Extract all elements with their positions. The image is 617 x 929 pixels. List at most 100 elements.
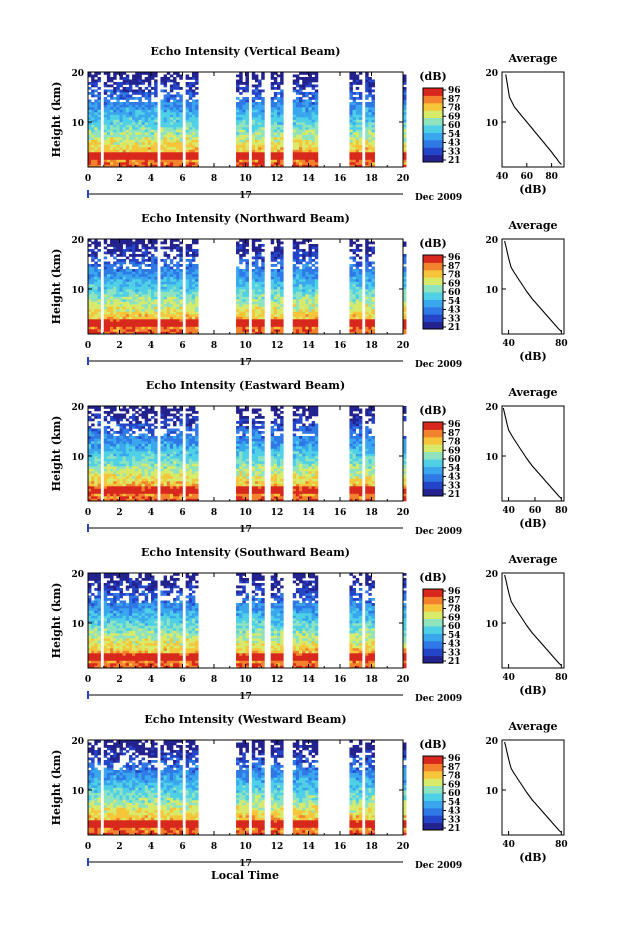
- heatmap-cell: [135, 411, 139, 414]
- heatmap-cell: [132, 406, 136, 409]
- heatmap-cell: [258, 79, 262, 83]
- heatmap-cell: [128, 304, 133, 307]
- heatmap-cell: [365, 309, 369, 312]
- heatmap-cell: [179, 97, 183, 100]
- heatmap-cell: [368, 261, 372, 265]
- heatmap-cell: [242, 291, 246, 295]
- heatmap-cell: [169, 119, 174, 123]
- heatmap-cell: [125, 79, 130, 83]
- heatmap-cell: [97, 127, 101, 130]
- heatmap-cell: [191, 279, 196, 282]
- heatmap-cell: [270, 239, 275, 242]
- heatmap-cell: [273, 321, 278, 325]
- heatmap-cell: [110, 488, 114, 492]
- y-tick-label: 10: [71, 286, 84, 296]
- heatmap-cell: [308, 109, 312, 113]
- heatmap-cell: [295, 259, 300, 262]
- heatmap-cell: [103, 458, 108, 462]
- heatmap-cell: [110, 316, 114, 320]
- heatmap-cell: [88, 279, 92, 282]
- heatmap-cell: [144, 406, 149, 409]
- heatmap-cell: [154, 281, 158, 285]
- heatmap-cell: [261, 142, 265, 145]
- heatmap-cell: [349, 82, 353, 85]
- heatmap-cell: [138, 261, 142, 265]
- heatmap-cell: [242, 299, 246, 302]
- heatmap-cell: [188, 269, 193, 272]
- heatmap-cell: [254, 77, 259, 80]
- heatmap-cell: [355, 159, 360, 163]
- heatmap-cell: [113, 261, 117, 265]
- heatmap-cell: [314, 104, 319, 108]
- heatmap-cell: [147, 428, 152, 432]
- heatmap-cell: [106, 144, 111, 148]
- heatmap-cell: [125, 164, 130, 168]
- heatmap-cell: [144, 114, 149, 118]
- heatmap-cell: [352, 271, 357, 275]
- heatmap-cell: [365, 119, 369, 123]
- heatmap-cell: [88, 286, 92, 290]
- heatmap-cell: [144, 117, 149, 120]
- heatmap-cell: [138, 329, 142, 332]
- heatmap-cell: [242, 246, 246, 250]
- heatmap-cell: [132, 496, 136, 499]
- heatmap-cell: [160, 491, 164, 494]
- heatmap-cell: [94, 453, 98, 457]
- heatmap-cell: [308, 74, 312, 78]
- heatmap-cell: [191, 92, 196, 95]
- heatmap-cell: [352, 164, 357, 168]
- heatmap-cell: [88, 441, 92, 444]
- heatmap-cell: [147, 324, 152, 327]
- heatmap-cell: [151, 473, 155, 477]
- heatmap-cell: [125, 451, 130, 454]
- heatmap-cell: [154, 316, 158, 320]
- heatmap-cell: [403, 92, 407, 95]
- heatmap-cell: [261, 74, 265, 78]
- heatmap-cell: [308, 319, 312, 322]
- heatmap-cell: [141, 261, 145, 265]
- heatmap-cell: [368, 157, 372, 160]
- heatmap-cell: [147, 129, 152, 133]
- heatmap-cell: [154, 299, 158, 302]
- heatmap-cell: [128, 486, 133, 489]
- heatmap-cell: [135, 463, 139, 467]
- average-x-tick-label: 40: [502, 339, 515, 349]
- heatmap-cell: [91, 311, 95, 315]
- heatmap-cell: [245, 139, 249, 143]
- heatmap-cell: [245, 147, 249, 150]
- heatmap-cell: [277, 331, 281, 335]
- heatmap-cell: [173, 162, 177, 165]
- heatmap-cell: [91, 281, 95, 285]
- heatmap-cell: [277, 301, 281, 305]
- heatmap-cell: [128, 147, 133, 150]
- heatmap-cell: [122, 112, 127, 115]
- heatmap-cell: [116, 147, 120, 150]
- heatmap-cell: [144, 264, 149, 267]
- heatmap-cell: [160, 162, 164, 165]
- heatmap-cell: [151, 471, 155, 474]
- heatmap-cell: [258, 152, 262, 155]
- heatmap-cell: [144, 157, 149, 160]
- heatmap-cell: [179, 299, 183, 302]
- heatmap-cell: [135, 416, 139, 419]
- heatmap-cell: [132, 256, 136, 260]
- heatmap-cell: [88, 144, 92, 148]
- heatmap-cell: [280, 289, 284, 292]
- heatmap-cell: [358, 256, 363, 260]
- heatmap-cell: [305, 306, 309, 310]
- heatmap-cell: [239, 87, 243, 90]
- heatmap-cell: [305, 124, 309, 128]
- heatmap-cell: [128, 491, 133, 494]
- heatmap-cell: [147, 299, 152, 302]
- heatmap-cell: [299, 329, 303, 332]
- day-label: 17: [239, 358, 252, 368]
- heatmap-cell: [355, 162, 360, 165]
- heatmap-cell: [128, 423, 133, 427]
- heatmap-cell: [368, 137, 372, 140]
- heatmap-cell: [239, 137, 243, 140]
- heatmap-cell: [147, 99, 152, 103]
- heatmap-cell: [358, 311, 363, 315]
- heatmap-cell: [239, 319, 243, 322]
- heatmap-cell: [299, 276, 303, 280]
- heatmap-cell: [352, 311, 357, 315]
